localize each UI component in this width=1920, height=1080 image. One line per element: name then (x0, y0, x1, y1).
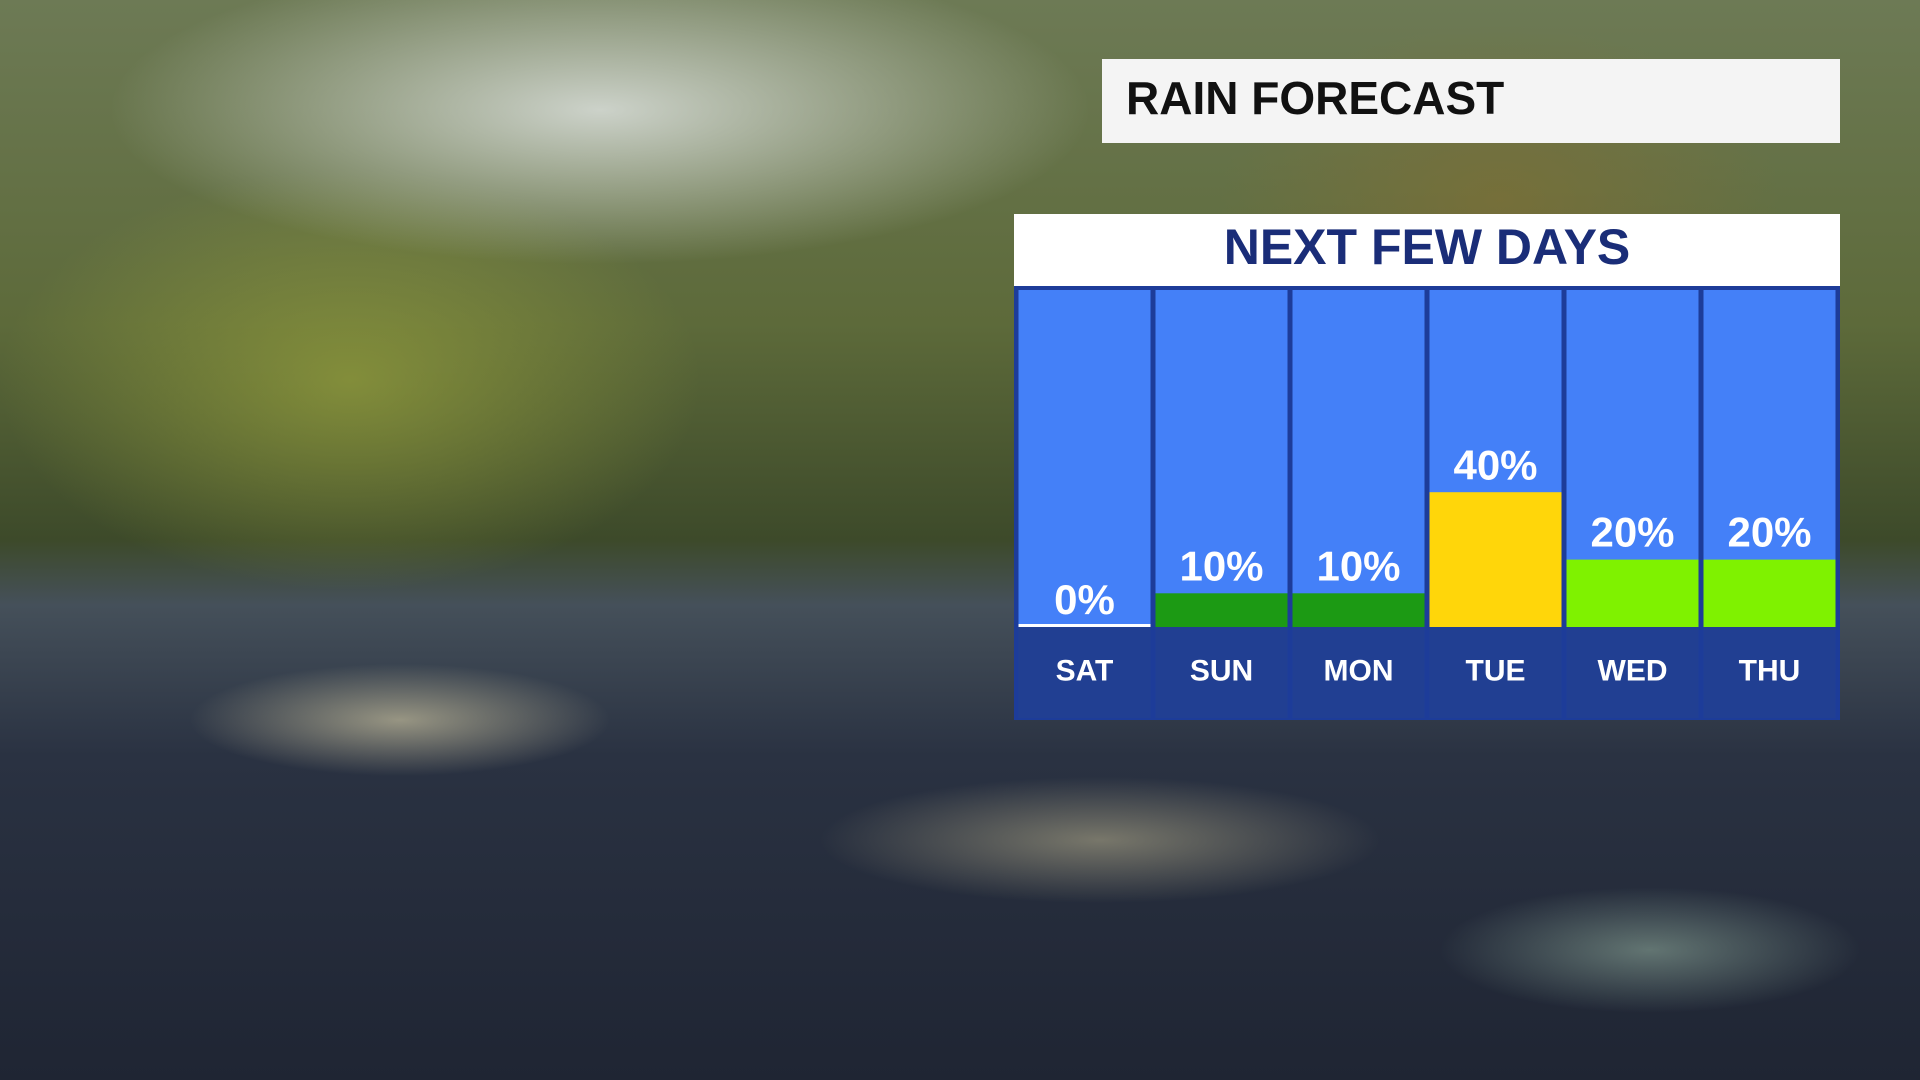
day-cell (1155, 627, 1288, 718)
chart-panel (1014, 214, 1840, 720)
column-background (1292, 290, 1425, 627)
value-label: 10% (1179, 542, 1263, 589)
value-label: 40% (1453, 441, 1537, 488)
x-tick-label: THU (1739, 654, 1801, 687)
value-label: 20% (1590, 509, 1674, 556)
title-box (1102, 59, 1840, 143)
day-cell (1429, 627, 1562, 718)
x-tick-label: WED (1598, 654, 1668, 687)
value-label: 10% (1316, 542, 1400, 589)
column-background (1155, 290, 1288, 627)
bar (1292, 593, 1425, 627)
baseline (1018, 624, 1151, 627)
day-cell (1703, 627, 1836, 718)
bar (1703, 559, 1836, 627)
day-cell (1566, 627, 1699, 718)
bar (1429, 492, 1562, 627)
x-tick-label: TUE (1466, 654, 1526, 687)
column-background (1018, 290, 1151, 627)
value-label: 0% (1054, 576, 1115, 623)
bar (1155, 593, 1288, 627)
x-tick-label: SUN (1190, 654, 1253, 687)
chart-title: RAIN FORECAST (1126, 72, 1504, 124)
day-cell (1018, 627, 1151, 718)
day-cell (1292, 627, 1425, 718)
value-label: 20% (1727, 509, 1811, 556)
x-tick-label: SAT (1056, 654, 1114, 687)
x-tick-label: MON (1324, 654, 1394, 687)
subtitle-box (1014, 214, 1840, 286)
chart-subtitle: NEXT FEW DAYS (1224, 219, 1631, 275)
bar (1566, 559, 1699, 627)
